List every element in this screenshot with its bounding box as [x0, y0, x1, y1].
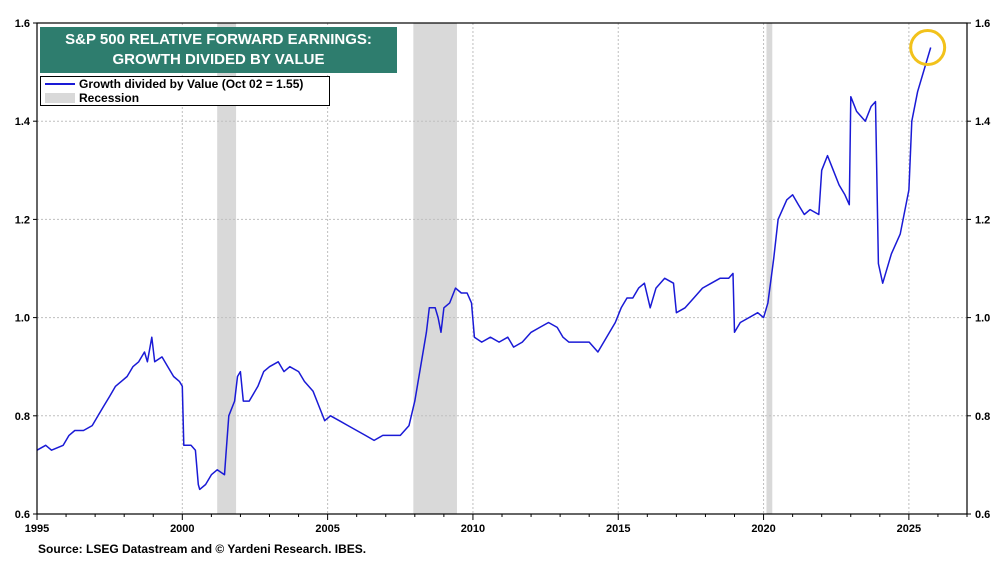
y-tick-label-left-3: 1.2 [15, 214, 30, 226]
y-tick-label-left-2: 1.0 [15, 313, 30, 325]
plot-frame [36, 22, 968, 515]
legend-recession-swatch [45, 93, 75, 103]
x-tick-label-6: 2025 [897, 523, 921, 535]
y-tick-label-right-2: 1.0 [975, 313, 990, 325]
y-tick-label-right-1: 0.8 [975, 411, 990, 423]
recession-band-2 [766, 23, 773, 514]
y-tick-label-left-4: 1.4 [15, 116, 31, 128]
y-tick-label-right-5: 1.6 [975, 18, 990, 30]
latest-value-highlight-circle [909, 29, 947, 67]
recession-band-0 [217, 23, 237, 514]
y-tick-label-right-4: 1.4 [975, 116, 991, 128]
recession-band-1 [413, 23, 457, 514]
legend: Growth divided by Value (Oct 02 = 1.55) … [40, 76, 330, 106]
legend-item-recession: Recession [45, 91, 139, 105]
source-note: Source: LSEG Datastream and © Yardeni Re… [38, 542, 367, 556]
chart-title-line2: GROWTH DIVIDED BY VALUE [112, 51, 325, 68]
x-tick-label-4: 2015 [606, 523, 630, 535]
legend-line-swatch [45, 83, 75, 85]
y-tick-label-left-0: 0.6 [15, 509, 30, 521]
chart-title-line1: S&P 500 RELATIVE FORWARD EARNINGS: [65, 31, 372, 48]
legend-series-label: Growth divided by Value (Oct 02 = 1.55) [79, 77, 304, 91]
series-line-0 [36, 47, 932, 491]
y-tick-label-left-5: 1.6 [15, 18, 30, 30]
x-tick-label-3: 2010 [461, 523, 485, 535]
y-tick-label-left-1: 0.8 [15, 411, 30, 423]
chart-title-box: S&P 500 RELATIVE FORWARD EARNINGS: GROWT… [40, 27, 397, 73]
x-tick-label-1: 2000 [170, 523, 194, 535]
x-tick-label-5: 2020 [751, 523, 775, 535]
y-tick-label-right-3: 1.2 [975, 214, 990, 226]
x-tick-label-2: 2005 [315, 523, 339, 535]
legend-item-series: Growth divided by Value (Oct 02 = 1.55) [45, 77, 303, 91]
x-tick-label-0: 1995 [25, 523, 49, 535]
legend-recession-label: Recession [79, 91, 140, 105]
y-tick-label-right-0: 0.6 [975, 509, 990, 521]
